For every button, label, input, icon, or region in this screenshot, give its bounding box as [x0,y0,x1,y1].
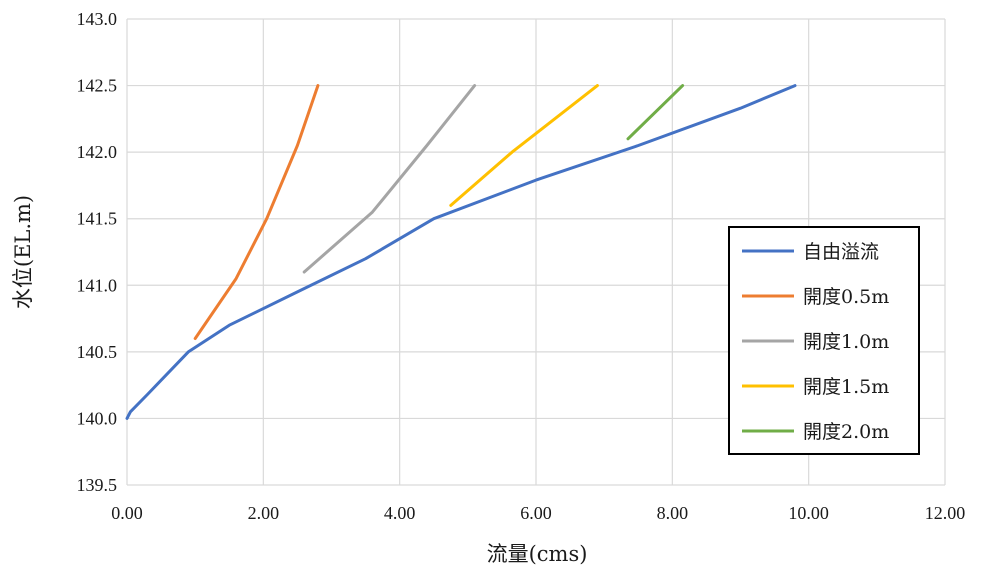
x-tick-label: 2.00 [248,503,280,523]
x-tick-label: 10.00 [788,503,829,523]
series-line-4 [626,84,685,141]
y-tick-label: 141.0 [77,275,118,295]
x-tick-label: 8.00 [657,503,689,523]
series-line-2 [302,84,477,274]
y-tick-label: 141.5 [77,209,118,229]
x-tick-label: 4.00 [384,503,416,523]
legend-label-3: 開度1.5m [803,376,889,398]
y-tick-label: 140.5 [77,342,118,362]
x-tick-label: 12.00 [925,503,966,523]
y-tick-label: 139.5 [77,475,118,495]
series-line-0 [125,84,797,420]
x-axis-tick-labels: 0.00 2.00 4.00 6.00 8.00 10.00 12.00 [111,503,965,523]
x-tick-label: 0.00 [111,503,143,523]
series-line-3 [449,84,599,207]
y-tick-label: 142.5 [77,76,118,96]
x-axis-title: 流量(cms) [487,542,588,566]
legend-label-1: 開度0.5m [803,286,889,308]
legend-label-2: 開度1.0m [803,331,889,353]
series-lines [125,84,797,420]
y-axis-title: 水位(EL.m) [11,195,35,309]
series-line-1 [193,84,320,340]
legend-label-4: 開度2.0m [803,421,889,443]
y-axis-tick-labels: 139.5 140.0 140.5 141.0 141.5 142.0 142.5 143.0 [77,9,118,495]
legend-label-0: 自由溢流 [803,241,879,263]
y-tick-label: 142.0 [77,142,118,162]
y-tick-label: 143.0 [77,9,118,29]
y-tick-label: 140.0 [77,408,118,428]
x-tick-label: 6.00 [520,503,552,523]
